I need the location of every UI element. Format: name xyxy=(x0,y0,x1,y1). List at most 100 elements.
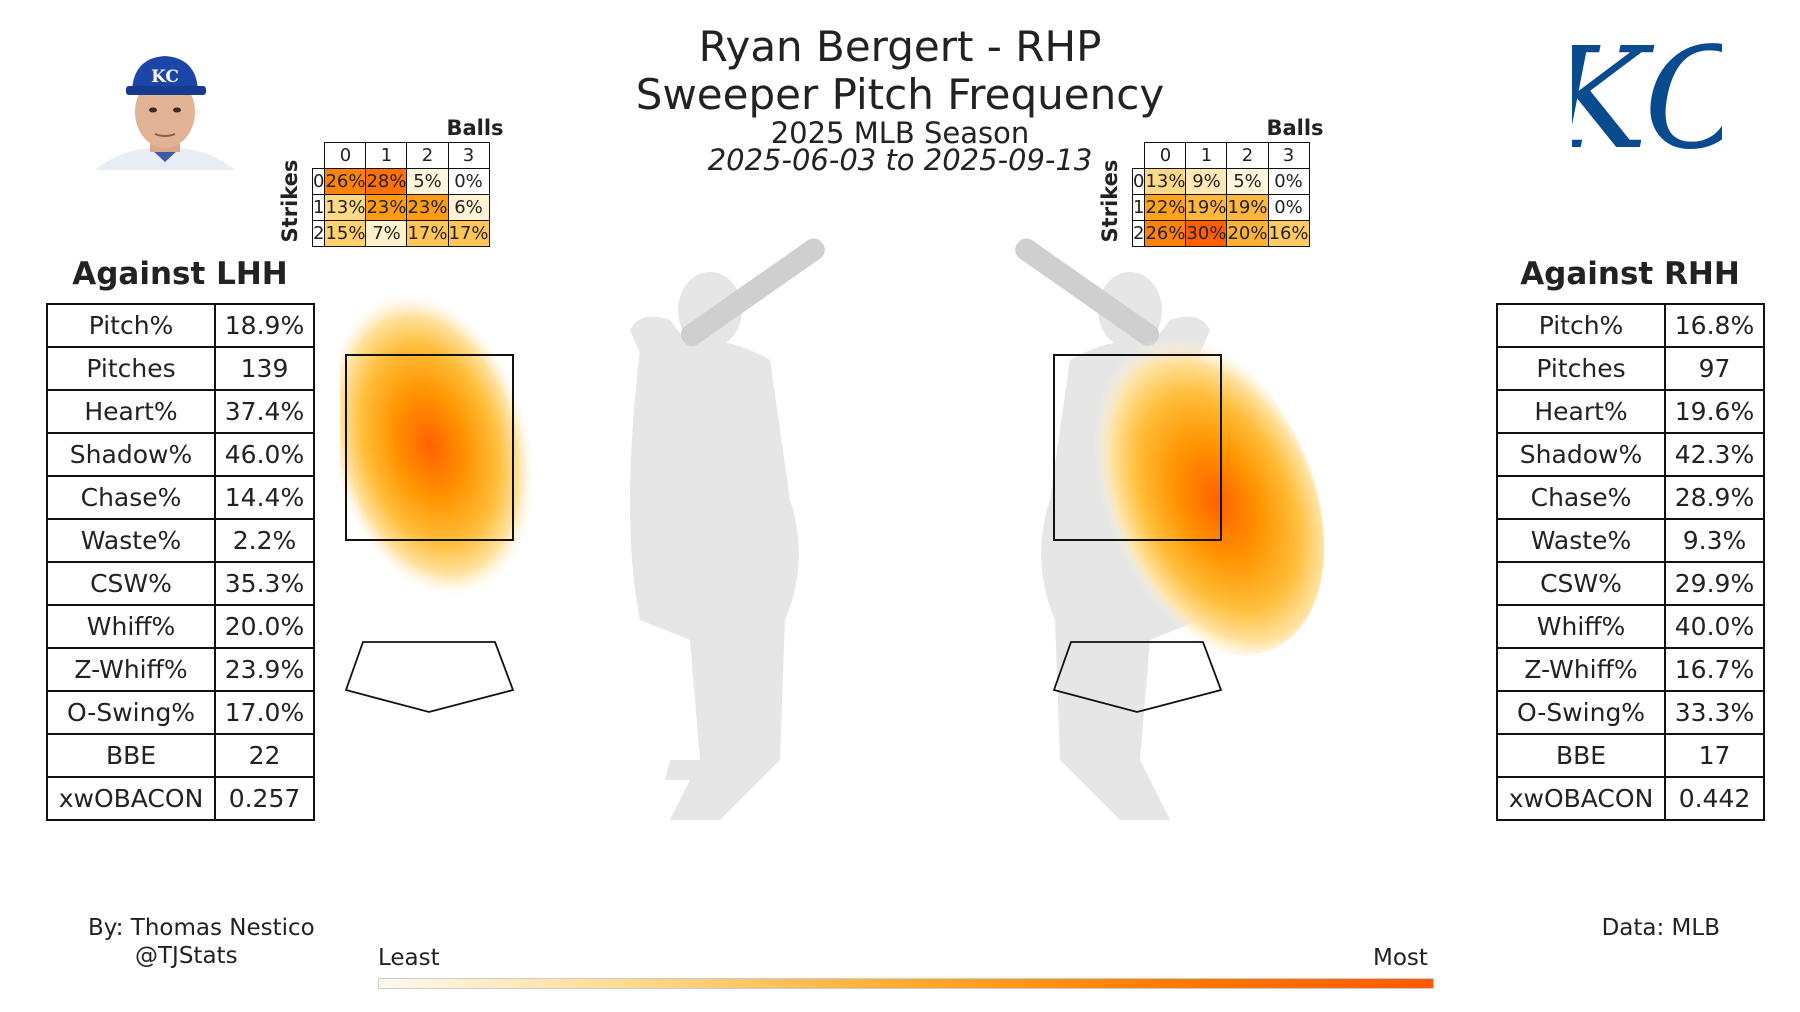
strikes-header: 2 xyxy=(1131,220,1146,247)
stat-value: 17.0% xyxy=(214,690,315,735)
stat-row: CSW% 35.3% xyxy=(46,561,315,606)
stat-row: Pitch% 18.9% xyxy=(46,303,315,348)
stat-row: BBE 22 xyxy=(46,733,315,778)
stat-value: 17 xyxy=(1664,733,1765,778)
stat-label: xwOBACON xyxy=(46,776,216,821)
strike-zone-lhh xyxy=(345,354,514,541)
stat-label: Heart% xyxy=(1496,389,1666,434)
stat-row: xwOBACON 0.442 xyxy=(1496,776,1765,821)
stat-label: Whiff% xyxy=(46,604,216,649)
stat-value: 19.6% xyxy=(1664,389,1765,434)
stat-value: 35.3% xyxy=(214,561,315,606)
stat-row: Waste% 2.2% xyxy=(46,518,315,563)
stat-label: Pitches xyxy=(1496,346,1666,391)
stat-row: Heart% 19.6% xyxy=(1496,389,1765,434)
strikes-header: 2 xyxy=(311,220,326,247)
stat-value: 37.4% xyxy=(214,389,315,434)
stat-value: 46.0% xyxy=(214,432,315,477)
balls-header: 2 xyxy=(406,142,449,169)
stat-value: 29.9% xyxy=(1664,561,1765,606)
count-cell: 6% xyxy=(447,194,490,221)
stat-row: Chase% 14.4% xyxy=(46,475,315,520)
stat-row: Whiff% 40.0% xyxy=(1496,604,1765,649)
stat-label: BBE xyxy=(46,733,216,778)
legend-most-label: Most xyxy=(1373,945,1428,971)
stat-row: Pitches 139 xyxy=(46,346,315,391)
author-handle: @TJStats xyxy=(135,943,238,969)
balls-header: 1 xyxy=(1185,142,1228,169)
count-cell: 9% xyxy=(1185,168,1228,195)
stat-row: Pitches 97 xyxy=(1496,346,1765,391)
zone-graphic xyxy=(340,238,1325,820)
stat-value: 16.8% xyxy=(1664,303,1765,348)
strike-zone-rhh xyxy=(1053,354,1222,541)
stats-table-rhh: Pitch% 16.8% Pitches 97 Heart% 19.6% Shadow% 42… xyxy=(1496,303,1765,821)
stat-row: Whiff% 20.0% xyxy=(46,604,315,649)
stat-label: Chase% xyxy=(1496,475,1666,520)
count-grid: 0 1 2 3 0 26% 28% 5% 0% 1 13% 23% 23% 6% 2 15% 7% 17% 17% xyxy=(311,142,490,247)
lhh-title: Against LHH xyxy=(72,256,288,292)
strikes-header: 0 xyxy=(311,168,326,195)
heatmap-rhh xyxy=(1075,324,1325,656)
balls-label: Balls xyxy=(1266,116,1324,140)
stat-value: 33.3% xyxy=(1664,690,1765,735)
stat-value: 40.0% xyxy=(1664,604,1765,649)
balls-header: 2 xyxy=(1226,142,1269,169)
stat-row: Shadow% 46.0% xyxy=(46,432,315,477)
stat-label: Shadow% xyxy=(46,432,216,477)
count-cell: 22% xyxy=(1144,194,1187,221)
team-logo: KC xyxy=(1540,18,1751,181)
count-cell: 5% xyxy=(406,168,449,195)
count-cell: 16% xyxy=(1267,220,1310,247)
stats-table-lhh: Pitch% 18.9% Pitches 139 Heart% 37.4% Shadow% 4… xyxy=(46,303,315,821)
stat-label: O-Swing% xyxy=(1496,690,1666,735)
strikes-header: 0 xyxy=(1131,168,1146,195)
batter-silhouette-left xyxy=(630,238,825,820)
balls-header: 3 xyxy=(447,142,490,169)
stat-value: 14.4% xyxy=(214,475,315,520)
home-plate-rhh xyxy=(1052,641,1223,713)
balls-header: 0 xyxy=(1144,142,1187,169)
stat-value: 42.3% xyxy=(1664,432,1765,477)
stat-label: xwOBACON xyxy=(1496,776,1666,821)
count-cell: 0% xyxy=(1267,168,1310,195)
stat-value: 20.0% xyxy=(214,604,315,649)
count-cell: 23% xyxy=(406,194,449,221)
stat-row: Waste% 9.3% xyxy=(1496,518,1765,563)
stat-label: Z-Whiff% xyxy=(1496,647,1666,692)
stat-value: 2.2% xyxy=(214,518,315,563)
stat-label: Waste% xyxy=(46,518,216,563)
rhh-title: Against RHH xyxy=(1520,256,1740,292)
stat-row: CSW% 29.9% xyxy=(1496,561,1765,606)
stat-row: O-Swing% 33.3% xyxy=(1496,690,1765,735)
stat-value: 0.442 xyxy=(1664,776,1765,821)
count-cell: 5% xyxy=(1226,168,1269,195)
stat-value: 139 xyxy=(214,346,315,391)
stat-label: Shadow% xyxy=(1496,432,1666,477)
balls-header: 0 xyxy=(324,142,367,169)
date-range: 2025-06-03 to 2025-09-13 xyxy=(707,143,1093,177)
count-cell: 28% xyxy=(365,168,408,195)
strikes-label: Strikes xyxy=(278,159,302,243)
count-cell: 30% xyxy=(1185,220,1228,247)
stat-label: Heart% xyxy=(46,389,216,434)
data-source: Data: MLB xyxy=(1601,915,1720,941)
stat-row: O-Swing% 17.0% xyxy=(46,690,315,735)
balls-label: Balls xyxy=(446,116,504,140)
count-cell: 7% xyxy=(365,220,408,247)
balls-header: 3 xyxy=(1267,142,1310,169)
stat-row: BBE 17 xyxy=(1496,733,1765,778)
season-label: 2025 MLB Season xyxy=(770,116,1030,150)
stat-label: Whiff% xyxy=(1496,604,1666,649)
stat-label: O-Swing% xyxy=(46,690,216,735)
stat-row: Chase% 28.9% xyxy=(1496,475,1765,520)
stat-row: xwOBACON 0.257 xyxy=(46,776,315,821)
count-cell: 17% xyxy=(406,220,449,247)
count-cell: 26% xyxy=(1144,220,1187,247)
stat-label: Pitch% xyxy=(1496,303,1666,348)
count-cell: 13% xyxy=(1144,168,1187,195)
stat-row: Z-Whiff% 16.7% xyxy=(1496,647,1765,692)
count-grid: 0 1 2 3 0 13% 9% 5% 0% 1 22% 19% 19% 0% 2 26% 30% 20% 16% xyxy=(1131,142,1310,247)
stat-label: Chase% xyxy=(46,475,216,520)
stat-label: Z-Whiff% xyxy=(46,647,216,692)
